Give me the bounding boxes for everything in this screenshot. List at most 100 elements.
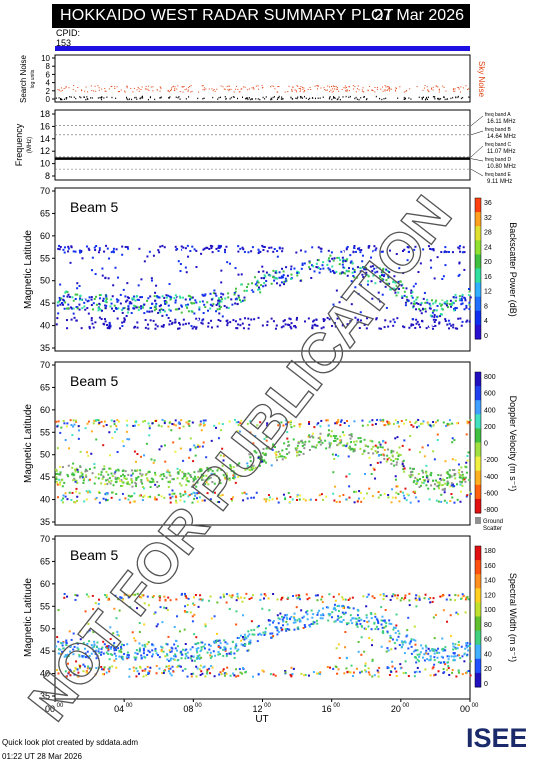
data-cell: [401, 643, 404, 646]
data-cell: [283, 616, 286, 619]
data-cell: [375, 625, 378, 628]
data-cell: [186, 244, 189, 247]
search-noise-point: [87, 98, 89, 100]
data-cell: [57, 640, 60, 643]
data-cell: [337, 419, 340, 422]
data-cell: [206, 492, 209, 495]
data-cell: [240, 639, 243, 642]
data-cell: [77, 425, 80, 428]
data-cell: [376, 461, 379, 464]
data-cell: [375, 318, 378, 321]
search-noise-point: [278, 95, 280, 98]
data-cell: [111, 491, 114, 494]
search-noise-point: [65, 97, 67, 99]
data-cell: [201, 499, 204, 502]
search-noise-point: [336, 98, 338, 101]
data-cell: [272, 635, 275, 638]
data-cell: [139, 666, 142, 669]
search-noise-point: [468, 96, 470, 98]
data-cell: [233, 476, 236, 479]
data-cell: [350, 435, 353, 438]
data-cell: [158, 296, 161, 299]
data-cell: [193, 613, 196, 616]
data-cell: [207, 467, 210, 470]
data-cell: [173, 297, 176, 300]
data-cell: [311, 435, 314, 438]
data-cell: [430, 266, 433, 269]
data-cell: [467, 598, 470, 601]
data-cell: [221, 669, 224, 672]
data-cell: [142, 675, 145, 678]
search-noise-point: [115, 97, 117, 99]
data-cell: [272, 592, 275, 595]
data-cell: [422, 297, 425, 300]
sky-noise-point: [253, 88, 255, 90]
search-noise-point: [247, 98, 249, 101]
data-cell: [152, 644, 155, 647]
data-cell: [295, 318, 298, 321]
data-cell: [251, 468, 254, 471]
data-cell: [103, 643, 106, 646]
data-cell: [268, 246, 271, 249]
data-cell: [286, 597, 289, 600]
title-bar: HOKKAIDO WEST RADAR SUMMARY PLOT 27 Mar …: [52, 4, 470, 28]
data-cell: [444, 425, 447, 428]
data-cell: [165, 607, 168, 610]
data-cell: [141, 272, 144, 275]
data-cell: [243, 643, 246, 646]
data-cell: [217, 645, 220, 648]
sky-noise-point: [201, 85, 203, 87]
data-cell: [363, 619, 366, 622]
data-cell: [66, 295, 69, 298]
data-cell: [59, 648, 62, 651]
data-cell: [121, 311, 124, 314]
data-cell: [371, 659, 374, 662]
data-cell: [319, 614, 322, 617]
data-cell: [148, 310, 151, 313]
data-cell: [344, 631, 347, 634]
data-cell: [128, 438, 131, 441]
data-cell: [411, 474, 414, 477]
data-cell: [387, 494, 390, 497]
data-cell: [70, 309, 73, 312]
data-cell: [276, 629, 279, 632]
data-cell: [127, 308, 130, 311]
sky-noise-point: [75, 90, 77, 92]
sky-noise-point: [384, 85, 386, 87]
data-cell: [208, 648, 211, 651]
data-cell: [454, 278, 457, 281]
data-cell: [378, 327, 381, 330]
data-cell: [226, 261, 229, 264]
sky-noise-point: [428, 91, 430, 93]
data-cell: [395, 638, 398, 641]
data-cell: [274, 271, 277, 274]
data-cell: [382, 630, 385, 633]
data-cell: [458, 295, 461, 298]
data-cell: [58, 648, 61, 651]
data-cell: [413, 479, 416, 482]
data-cell: [306, 598, 309, 601]
data-cell: [466, 642, 469, 645]
data-cell: [287, 421, 290, 424]
data-cell: [185, 648, 188, 651]
data-cell: [346, 420, 349, 423]
data-cell: [266, 422, 269, 425]
data-cell: [56, 425, 59, 428]
data-cell: [67, 464, 70, 467]
data-cell: [383, 326, 386, 329]
data-cell: [322, 267, 325, 270]
data-cell: [151, 649, 154, 652]
data-cell: [289, 495, 292, 498]
data-cell: [195, 647, 198, 650]
data-cell: [240, 596, 243, 599]
data-cell: [284, 498, 287, 501]
data-cell: [264, 452, 267, 455]
colorbar-segment: [475, 616, 481, 632]
sky-noise-point: [126, 87, 128, 89]
data-cell: [410, 645, 413, 648]
data-cell: [461, 473, 464, 476]
search-noise-point: [126, 98, 128, 100]
data-cell: [425, 484, 428, 487]
data-cell: [285, 423, 288, 426]
sky-noise-point: [422, 89, 424, 91]
